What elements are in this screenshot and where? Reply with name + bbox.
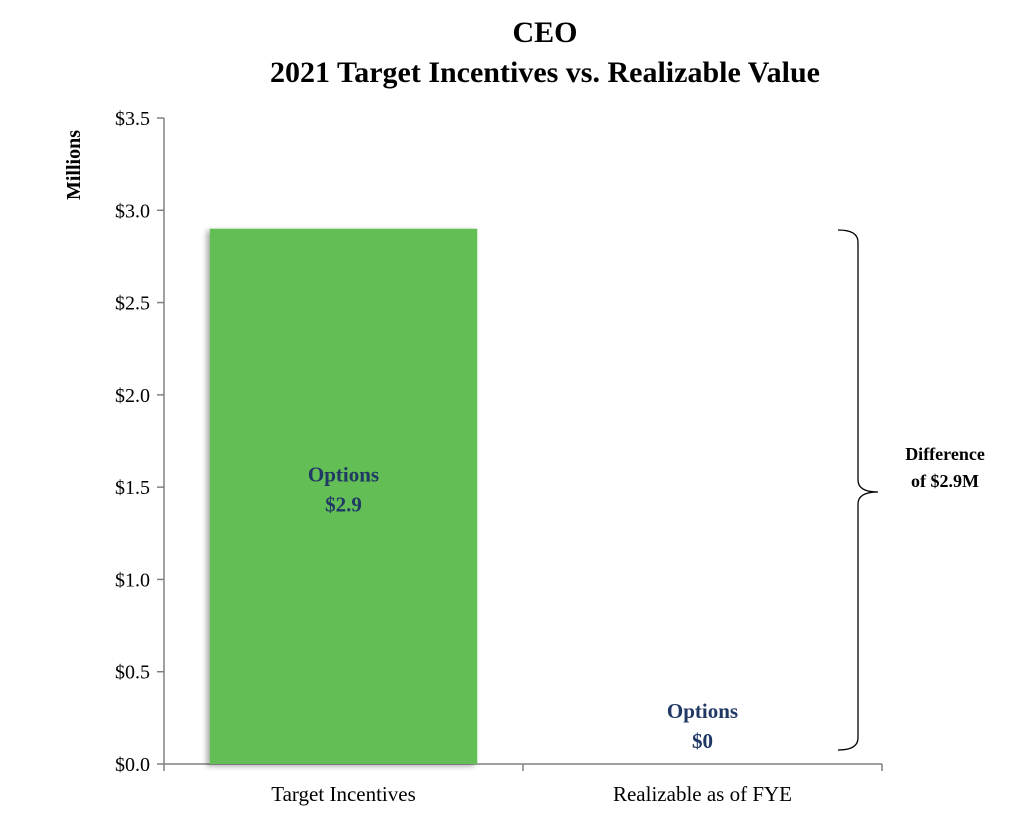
chart-title-line1: CEO [512, 16, 577, 49]
y-tick-label: $0.0 [115, 754, 150, 776]
y-tick-label: $2.0 [115, 385, 150, 407]
bar-1 [209, 228, 478, 764]
y-tick-label: $1.0 [115, 569, 150, 591]
y-tick-label: $1.5 [115, 477, 150, 499]
difference-annotation-line2: of $2.9M [911, 471, 979, 491]
x-axis: Target Incentives Realizable as of FYE [163, 763, 883, 806]
bar-label-name: Options [667, 699, 738, 723]
y-tick-label: $3.0 [115, 200, 150, 222]
difference-brace [837, 229, 879, 751]
bars [209, 228, 478, 764]
chart-title-line2: 2021 Target Incentives vs. Realizable Va… [270, 56, 820, 89]
y-tick-label: $3.5 [115, 108, 150, 130]
bar-label-name: Options [308, 462, 379, 486]
difference-annotation-line1: Difference [905, 444, 985, 464]
x-tick-label: Realizable as of FYE [613, 782, 792, 806]
bar-labels: Options $2.9 Options $0 [308, 462, 738, 753]
y-axis: $0.0 $0.5 $1.0 $1.5 $2.0 $2.5 $3.0 $3.5 [115, 108, 165, 776]
x-tick-label: Target Incentives [271, 782, 416, 806]
y-tick-label: $0.5 [115, 662, 150, 684]
bar-label-value: $2.9 [325, 492, 362, 516]
y-tick-label: $2.5 [115, 293, 150, 315]
y-axis-label: Millions [63, 130, 85, 200]
bar-label-value: $0 [692, 729, 713, 753]
